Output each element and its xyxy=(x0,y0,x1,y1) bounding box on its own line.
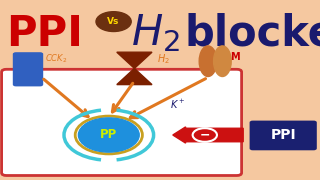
Text: M: M xyxy=(230,52,240,62)
Text: $K^+$: $K^+$ xyxy=(170,98,185,111)
FancyBboxPatch shape xyxy=(13,52,43,86)
Polygon shape xyxy=(117,68,152,85)
Text: $H_2$: $H_2$ xyxy=(131,13,180,55)
Circle shape xyxy=(193,128,217,142)
Text: −: − xyxy=(200,129,210,141)
Text: PP: PP xyxy=(100,129,117,141)
Text: $H_2$: $H_2$ xyxy=(157,52,170,66)
Text: $CCK_2$: $CCK_2$ xyxy=(45,52,67,65)
Text: blockers: blockers xyxy=(184,13,320,55)
Ellipse shape xyxy=(199,46,217,76)
Text: PPI: PPI xyxy=(6,13,83,55)
Text: Vs: Vs xyxy=(108,17,120,26)
Text: PPI: PPI xyxy=(270,128,296,142)
Circle shape xyxy=(78,118,139,152)
Polygon shape xyxy=(117,52,152,68)
FancyBboxPatch shape xyxy=(2,69,242,176)
FancyBboxPatch shape xyxy=(250,121,317,150)
FancyArrow shape xyxy=(173,127,243,143)
Circle shape xyxy=(96,12,131,32)
Ellipse shape xyxy=(214,46,231,76)
